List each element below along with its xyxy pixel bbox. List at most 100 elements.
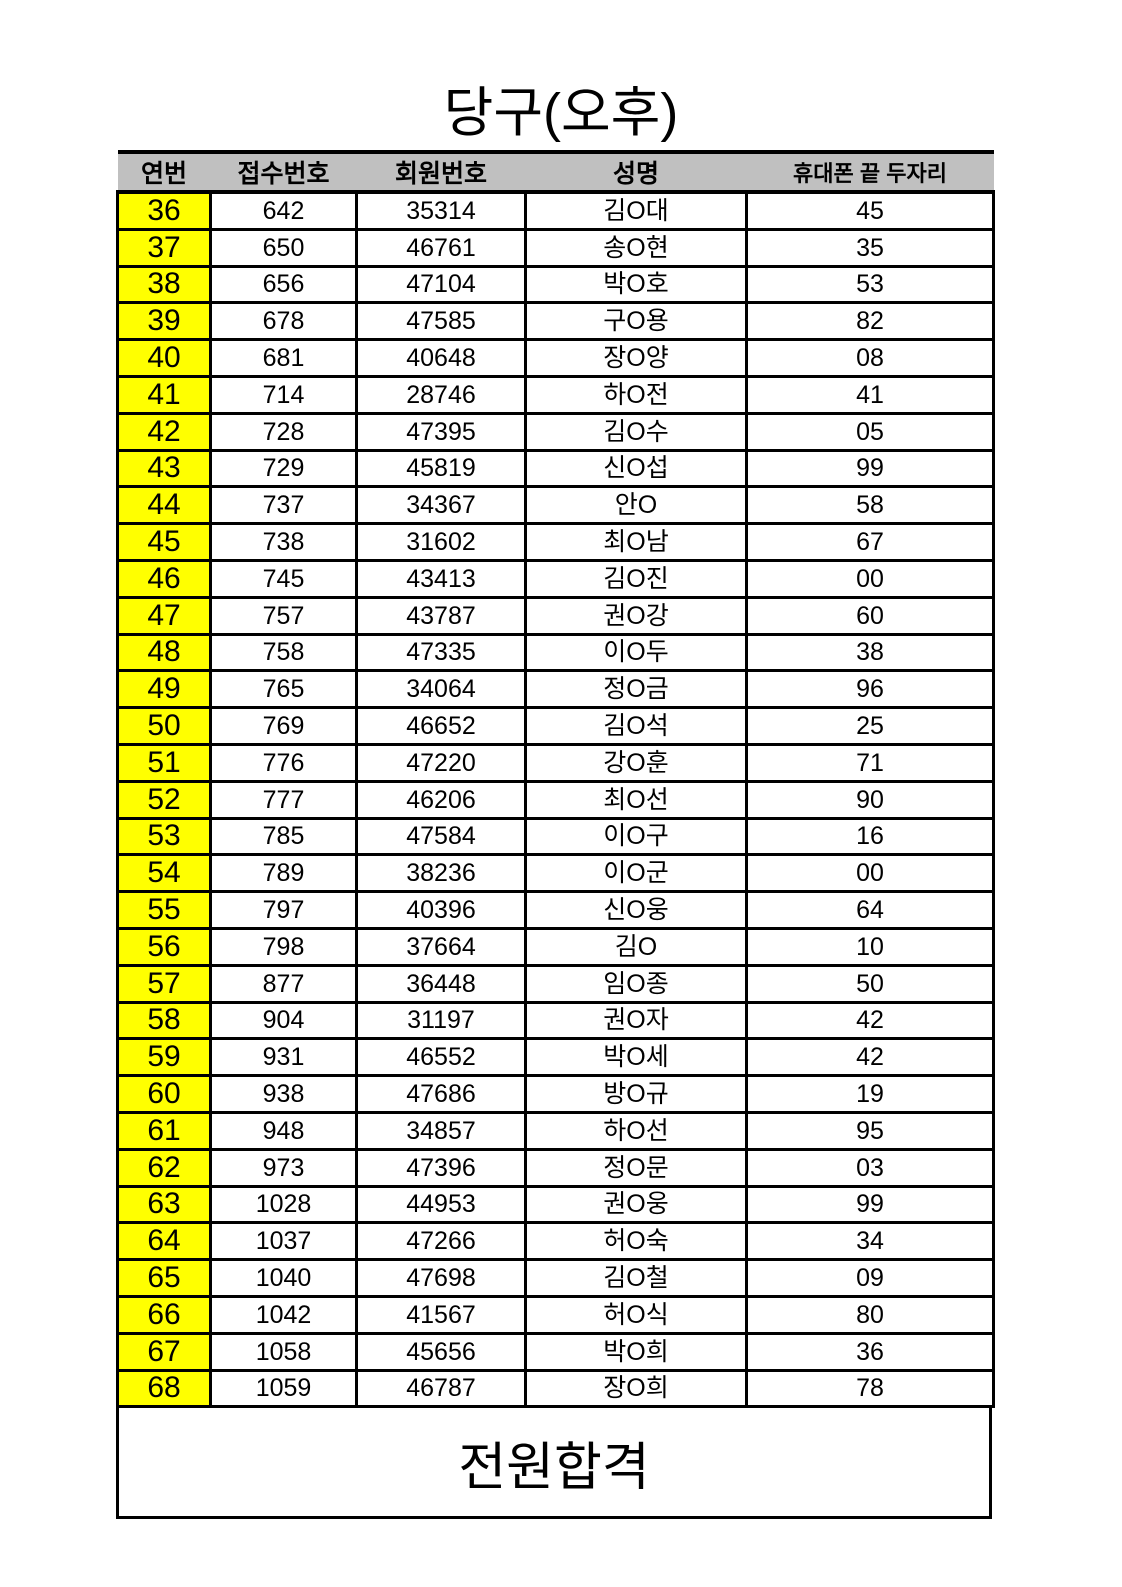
member-number: 41567 — [355, 1294, 527, 1335]
phone-last-digits: 19 — [745, 1074, 995, 1114]
member-number: 40396 — [355, 890, 527, 930]
row-number: 45 — [116, 522, 212, 562]
receipt-number: 1037 — [209, 1221, 358, 1262]
member-number: 37664 — [355, 926, 527, 967]
row-number: 38 — [116, 264, 212, 305]
phone-last-digits: 60 — [745, 595, 995, 636]
row-number: 58 — [116, 1000, 212, 1041]
phone-last-digits: 09 — [745, 1258, 995, 1298]
table-row: 67 1058 45656 박O희 36 — [116, 1331, 995, 1372]
member-number: 47585 — [355, 301, 527, 342]
phone-last-digits: 90 — [745, 779, 995, 820]
member-name: 신O웅 — [524, 890, 748, 930]
member-number: 47396 — [355, 1147, 527, 1188]
phone-last-digits: 45 — [745, 190, 995, 231]
phone-last-digits: 99 — [745, 448, 995, 489]
member-number: 47686 — [355, 1074, 527, 1114]
member-name: 하O전 — [524, 374, 748, 415]
row-number: 36 — [116, 190, 212, 231]
receipt-number: 877 — [209, 963, 358, 1004]
table-row: 59 931 46552 박O세 42 — [116, 1037, 995, 1078]
row-number: 46 — [116, 558, 212, 599]
member-name: 김O진 — [524, 558, 748, 599]
member-number: 43787 — [355, 595, 527, 636]
phone-last-digits: 34 — [745, 1221, 995, 1262]
member-number: 47220 — [355, 742, 527, 783]
receipt-number: 973 — [209, 1147, 358, 1188]
phone-last-digits: 00 — [745, 853, 995, 894]
receipt-number: 938 — [209, 1074, 358, 1114]
row-number: 55 — [116, 890, 212, 930]
member-name: 이O군 — [524, 853, 748, 894]
row-number: 57 — [116, 963, 212, 1004]
row-number: 50 — [116, 706, 212, 746]
row-number: 64 — [116, 1221, 212, 1262]
member-name: 박O호 — [524, 264, 748, 305]
phone-last-digits: 67 — [745, 522, 995, 562]
phone-last-digits: 50 — [745, 963, 995, 1004]
receipt-number: 642 — [209, 190, 358, 231]
table-row: 58 904 31197 권O자 42 — [116, 1000, 995, 1041]
phone-last-digits: 58 — [745, 485, 995, 526]
member-number: 47266 — [355, 1221, 527, 1262]
member-name: 박O세 — [524, 1037, 748, 1078]
results-table-container: 연번 접수번호 회원번호 성명 휴대폰 끝 두자리 36 642 35314 김O대 4… — [116, 150, 995, 1520]
receipt-number: 1042 — [209, 1294, 358, 1335]
row-number: 47 — [116, 595, 212, 636]
member-name: 박O희 — [524, 1331, 748, 1372]
table-row: 56 798 37664 김O 10 — [116, 926, 995, 967]
header-phone-last-digits: 휴대폰 끝 두자리 — [746, 150, 994, 194]
table-row: 44 737 34367 안O 58 — [116, 485, 995, 526]
receipt-number: 738 — [209, 522, 358, 562]
table-row: 53 785 47584 이O구 16 — [116, 816, 995, 857]
phone-last-digits: 16 — [745, 816, 995, 857]
member-number: 36448 — [355, 963, 527, 1004]
receipt-number: 1040 — [209, 1258, 358, 1298]
member-number: 44953 — [355, 1184, 527, 1225]
row-number: 62 — [116, 1147, 212, 1188]
receipt-number: 758 — [209, 632, 358, 673]
member-name: 송O현 — [524, 227, 748, 268]
member-name: 이O구 — [524, 816, 748, 857]
table-row: 46 745 43413 김O진 00 — [116, 558, 995, 599]
member-number: 40648 — [355, 338, 527, 378]
receipt-number: 714 — [209, 374, 358, 415]
member-number: 28746 — [355, 374, 527, 415]
member-number: 46552 — [355, 1037, 527, 1078]
table-row: 36 642 35314 김O대 45 — [116, 190, 995, 231]
row-number: 68 — [116, 1368, 212, 1409]
table-row: 61 948 34857 하O선 95 — [116, 1110, 995, 1151]
phone-last-digits: 53 — [745, 264, 995, 305]
phone-last-digits: 00 — [745, 558, 995, 599]
member-number: 43413 — [355, 558, 527, 599]
table-row: 63 1028 44953 권O웅 99 — [116, 1184, 995, 1225]
member-name: 허O식 — [524, 1294, 748, 1335]
table-row: 42 728 47395 김O수 05 — [116, 411, 995, 452]
receipt-number: 769 — [209, 706, 358, 746]
member-number: 31602 — [355, 522, 527, 562]
row-number: 53 — [116, 816, 212, 857]
member-name: 방O규 — [524, 1074, 748, 1114]
receipt-number: 745 — [209, 558, 358, 599]
row-number: 37 — [116, 227, 212, 268]
member-number: 46787 — [355, 1368, 527, 1409]
row-number: 61 — [116, 1110, 212, 1151]
member-name: 장O양 — [524, 338, 748, 378]
member-number: 34857 — [355, 1110, 527, 1151]
receipt-number: 765 — [209, 669, 358, 710]
phone-last-digits: 08 — [745, 338, 995, 378]
member-name: 김O석 — [524, 706, 748, 746]
table-row: 43 729 45819 신O섭 99 — [116, 448, 995, 489]
phone-last-digits: 96 — [745, 669, 995, 710]
member-number: 47104 — [355, 264, 527, 305]
receipt-number: 728 — [209, 411, 358, 452]
table-row: 51 776 47220 강O훈 71 — [116, 742, 995, 783]
phone-last-digits: 71 — [745, 742, 995, 783]
receipt-number: 757 — [209, 595, 358, 636]
table-row: 45 738 31602 최O남 67 — [116, 522, 995, 562]
member-name: 허O숙 — [524, 1221, 748, 1262]
table-row: 49 765 34064 정O금 96 — [116, 669, 995, 710]
phone-last-digits: 25 — [745, 706, 995, 746]
member-number: 46206 — [355, 779, 527, 820]
row-number: 67 — [116, 1331, 212, 1372]
